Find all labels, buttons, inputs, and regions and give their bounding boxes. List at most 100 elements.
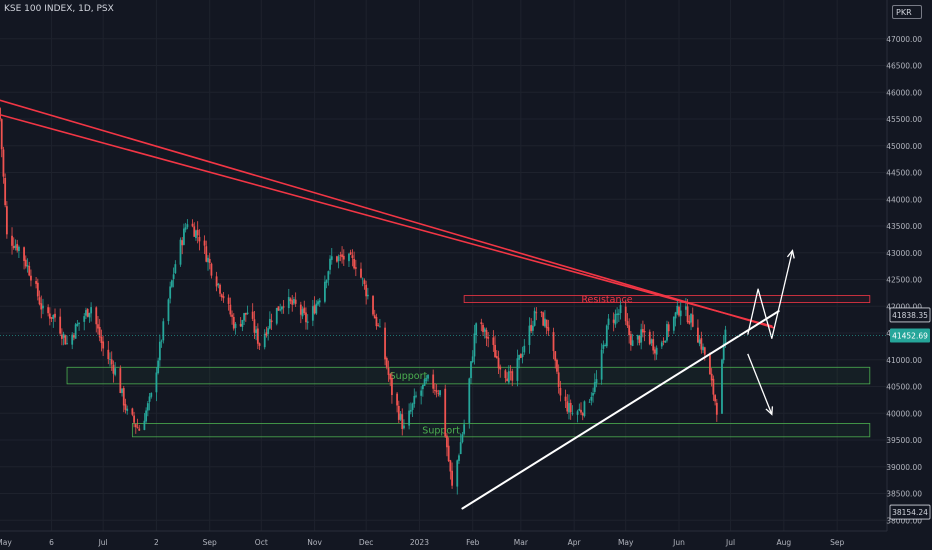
candle-body	[684, 306, 687, 310]
candle-body	[624, 306, 627, 322]
candle-body	[315, 303, 318, 314]
candle-body	[528, 325, 531, 346]
price-tick-label: 38000.00	[886, 516, 922, 525]
candle-body	[640, 329, 643, 343]
candle-body	[372, 296, 374, 315]
candle-body	[191, 223, 194, 227]
candle-body	[449, 460, 452, 472]
candle-body	[361, 278, 364, 280]
candle-body	[724, 329, 727, 345]
candle-body	[282, 306, 285, 308]
candle-body	[329, 258, 331, 270]
candle-body	[674, 312, 677, 319]
time-axis[interactable]: May 6 Jul 2 Sep Oct Nov Dec 2023 Feb Mar Apr May Jun J…	[0, 538, 844, 547]
candle-body	[38, 297, 41, 305]
candle-body	[686, 306, 689, 323]
candle-body	[181, 240, 184, 246]
candle-body	[516, 358, 519, 381]
candle-body	[638, 335, 641, 343]
candle-body	[389, 374, 392, 380]
candle-body	[227, 297, 230, 304]
candle-body	[327, 271, 330, 281]
candle-body	[604, 345, 606, 347]
candle-body	[155, 372, 158, 393]
candle-body	[275, 307, 278, 324]
candle-body	[186, 224, 189, 228]
candle-body	[114, 368, 117, 375]
candle-body	[475, 323, 478, 335]
candle-body	[557, 372, 560, 388]
candle-body	[234, 323, 237, 328]
candle-body	[588, 401, 591, 403]
candle-body	[676, 305, 679, 314]
candle-body	[614, 313, 617, 325]
candle-body	[243, 313, 245, 321]
candle-body	[373, 315, 376, 319]
trendline-1	[0, 99, 775, 329]
candle-body	[158, 341, 161, 361]
candle-body	[667, 324, 670, 332]
candle-body	[23, 247, 25, 261]
candle-body	[662, 341, 665, 343]
candle-body	[35, 281, 37, 284]
candle-body	[341, 254, 343, 258]
candle-body	[215, 276, 218, 287]
candle-body	[631, 340, 634, 346]
candle-body	[709, 354, 711, 375]
candle-body	[411, 403, 414, 410]
candle-body	[313, 305, 316, 314]
candle-body	[494, 344, 496, 358]
time-tick-label: Nov	[307, 538, 322, 547]
price-tick-label: 45500.00	[886, 115, 922, 124]
candle-body	[293, 299, 295, 304]
candle-body	[473, 333, 476, 357]
candle-body	[203, 240, 206, 246]
candle-body	[183, 228, 185, 245]
price-tick-label: 43500.00	[886, 222, 922, 231]
candle-body	[119, 368, 122, 394]
candle-body	[40, 303, 43, 310]
projection-arrows	[747, 249, 795, 416]
symbol-title[interactable]: KSE 100 INDEX, 1D, PSX	[4, 4, 114, 14]
candle-body	[401, 414, 404, 429]
candle-body	[148, 396, 151, 402]
candle-body	[11, 235, 13, 246]
price-axis[interactable]: 47000.00 46500.00 46000.00 45500.00 45000.00…	[886, 35, 922, 526]
candle-body	[600, 349, 603, 380]
candle-body	[592, 392, 594, 396]
arrow-head-2	[765, 406, 774, 416]
trendline-2	[0, 113, 773, 327]
candle-body	[554, 351, 557, 361]
candle-body	[102, 341, 105, 349]
candle-body	[138, 428, 141, 431]
candle-body	[578, 408, 581, 411]
candle-body	[564, 396, 567, 401]
candle-body	[339, 255, 342, 256]
arrow-path-1	[747, 250, 794, 340]
candle-body	[391, 377, 393, 396]
candle-body	[492, 337, 495, 345]
candle-body	[2, 149, 5, 177]
time-tick-label: May	[618, 538, 634, 547]
candle-body	[207, 257, 209, 263]
candle-body	[219, 284, 221, 294]
price-marker-badge	[889, 307, 931, 323]
time-tick-label: Sep	[203, 538, 217, 547]
candle-body	[162, 321, 165, 341]
price-tick-label: 44500.00	[886, 169, 922, 178]
candle-body	[482, 324, 484, 333]
candle-body	[617, 313, 620, 315]
candle-body	[90, 307, 93, 314]
candle-body	[210, 263, 213, 276]
candle-body	[698, 339, 701, 344]
candle-body	[535, 312, 538, 314]
candle-body	[571, 413, 574, 415]
price-marker-badge	[889, 504, 931, 520]
candle-body	[456, 460, 459, 487]
currency-badge[interactable]: PKR	[892, 5, 922, 19]
candle-body	[559, 387, 562, 396]
price-tick-label: 47000.00	[886, 35, 922, 44]
candle-body	[451, 470, 453, 486]
